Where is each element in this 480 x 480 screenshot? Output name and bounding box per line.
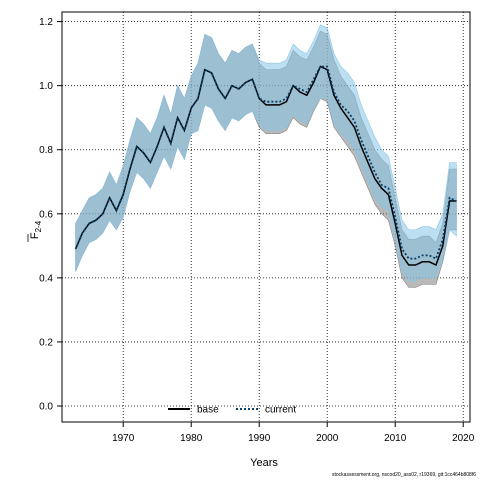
x-axis-title: Years: [250, 457, 278, 469]
x-axis: 1970 1980 1990 2000 2010 2020: [112, 422, 475, 444]
legend-label-current: current: [265, 405, 296, 416]
legend-label-base: base: [197, 405, 219, 416]
y-tick-label: 0.8: [39, 145, 53, 156]
series-lines: [74, 65, 457, 267]
svg-text:F2-4: F2-4: [29, 220, 43, 239]
x-tick-label: 2010: [384, 433, 407, 444]
y-tick-label: 1.2: [39, 17, 53, 28]
footer-credit: stockassessment.org, nscod20_ass02, r193…: [332, 472, 476, 478]
series-line-current: [74, 65, 457, 260]
y-tick-label: 0.0: [39, 401, 53, 412]
y-axis: 0.0 0.2 0.4 0.6 0.8 1.0 1.2: [39, 17, 62, 412]
x-tick-label: 1990: [248, 433, 271, 444]
y-axis-title: F2-4: [27, 220, 43, 242]
y-tick-label: 0.4: [39, 273, 53, 284]
legend: base current: [168, 405, 296, 416]
band-current: [75, 24, 457, 282]
plot-frame: [61, 11, 471, 423]
x-tick-label: 2000: [316, 433, 339, 444]
x-tick-label: 1980: [180, 433, 203, 444]
y-axis-title-main: F: [29, 232, 41, 239]
y-tick-label: 0.2: [39, 337, 53, 348]
x-tick-label: 1970: [112, 433, 135, 444]
y-axis-title-sub: 2-4: [34, 220, 43, 232]
legend-item-base: base: [168, 405, 219, 416]
y-tick-label: 1.0: [39, 81, 53, 92]
x-tick-label: 2020: [452, 433, 475, 444]
y-tick-label: 0.6: [39, 209, 53, 220]
legend-item-current: current: [236, 405, 296, 416]
